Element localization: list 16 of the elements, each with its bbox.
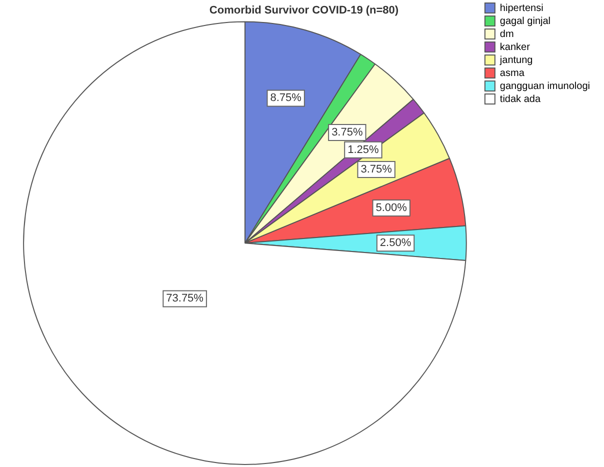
legend-label: tidak ada xyxy=(500,94,541,105)
legend-label: hipertensi xyxy=(500,2,544,14)
data-label: 3.75% xyxy=(332,126,363,139)
legend-label: jantung xyxy=(498,54,533,66)
data-label: 1.25% xyxy=(348,144,379,156)
legend-label: gagal ginjal xyxy=(500,16,551,27)
legend-label: dm xyxy=(500,28,514,40)
data-label: 5.00% xyxy=(376,202,408,214)
data-label: 3.75% xyxy=(360,164,392,176)
data-label: 73.75% xyxy=(166,292,204,305)
data-label: 2.50% xyxy=(380,237,412,250)
chart-title: Comorbid Survivor COVID-19 (n=80) xyxy=(209,4,399,17)
legend-label: kanker xyxy=(500,42,531,53)
legend-label: gangguan imunologi xyxy=(500,80,590,92)
data-label: 8.75% xyxy=(270,92,302,104)
legend-label: asma xyxy=(500,68,525,79)
